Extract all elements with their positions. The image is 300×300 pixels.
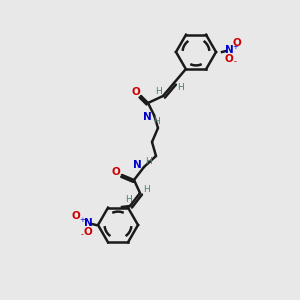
Text: N: N [84, 218, 92, 228]
Text: +: + [232, 44, 238, 50]
Text: H: H [142, 185, 149, 194]
Text: -: - [80, 230, 83, 239]
Text: -: - [233, 58, 236, 67]
Text: O: O [232, 38, 242, 48]
Text: H: H [154, 86, 161, 95]
Text: N: N [142, 112, 152, 122]
Text: H: H [145, 158, 152, 166]
Text: O: O [112, 167, 120, 177]
Text: O: O [84, 227, 92, 237]
Text: O: O [132, 87, 140, 97]
Text: H: H [177, 82, 183, 91]
Text: N: N [225, 45, 233, 55]
Text: N: N [133, 160, 141, 170]
Text: O: O [225, 54, 233, 64]
Text: O: O [72, 211, 80, 221]
Text: H: H [154, 116, 160, 125]
Text: H: H [124, 196, 131, 205]
Text: +: + [79, 217, 85, 223]
